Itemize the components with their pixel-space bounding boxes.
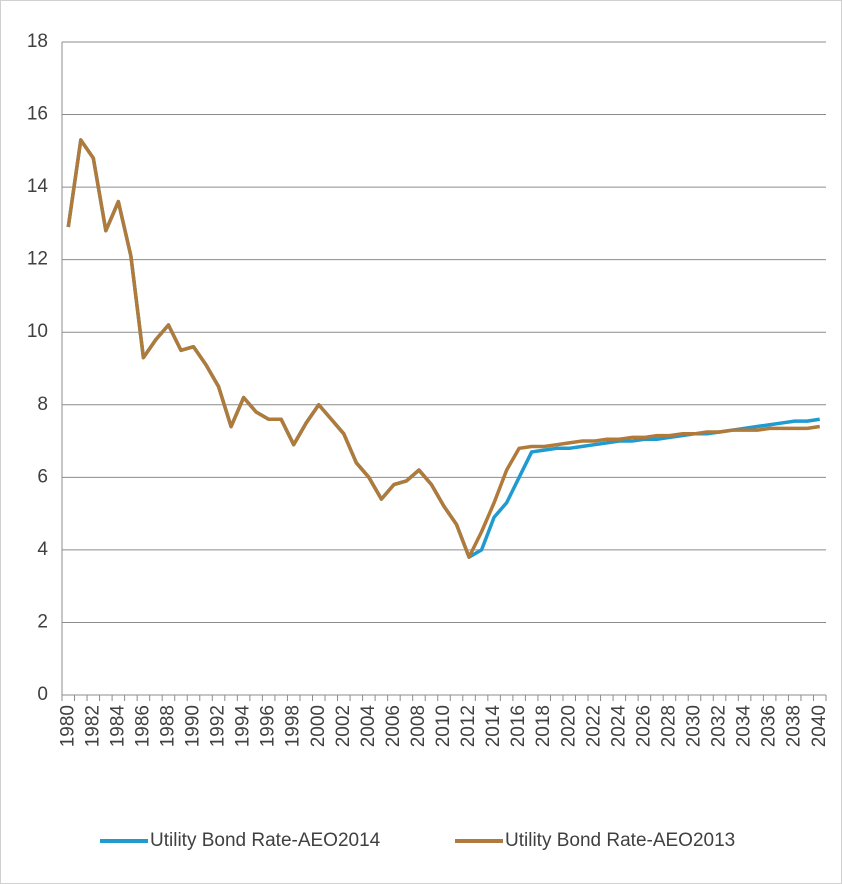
x-tick-label: 2000	[308, 705, 329, 747]
y-tick-label: 12	[27, 249, 48, 270]
x-tick-label: 2036	[759, 705, 780, 747]
x-tick-label: 1988	[157, 705, 178, 747]
y-tick-label: 18	[27, 31, 48, 52]
x-tick-label: 1982	[82, 705, 103, 747]
x-tick-label: 2018	[533, 705, 554, 747]
y-tick-label: 10	[27, 321, 48, 342]
y-tick-label: 4	[37, 539, 48, 560]
x-tick-label: 1986	[132, 705, 153, 747]
x-tick-label: 2028	[658, 705, 679, 747]
x-tick-label: 2010	[433, 705, 454, 747]
x-tick-label: 1998	[283, 705, 304, 747]
x-tick-label: 1996	[258, 705, 279, 747]
y-tick-label: 16	[27, 104, 48, 125]
x-tick-label: 2012	[458, 705, 479, 747]
x-tick-label: 2016	[508, 705, 529, 747]
legend-label: Utility Bond Rate-AEO2013	[505, 830, 735, 851]
x-tick-label: 2002	[333, 705, 354, 747]
x-tick-label: 2030	[684, 705, 705, 747]
x-tick-label: 2040	[809, 705, 830, 747]
x-tick-label: 2022	[583, 705, 604, 747]
y-tick-label: 6	[37, 466, 48, 487]
x-tick-label: 2014	[483, 705, 504, 748]
x-tick-label: 1992	[208, 705, 229, 747]
y-tick-label: 8	[37, 394, 48, 415]
legend-label: Utility Bond Rate-AEO2014	[150, 830, 381, 851]
x-tick-label: 2024	[608, 705, 629, 748]
x-tick-label: 2008	[408, 705, 429, 747]
x-tick-label: 2004	[358, 705, 379, 748]
y-tick-label: 2	[37, 611, 48, 632]
x-tick-label: 1990	[183, 705, 204, 747]
y-tick-label: 0	[37, 684, 48, 705]
x-tick-label: 2026	[633, 705, 654, 747]
x-tick-label: 2032	[709, 705, 730, 747]
x-tick-label: 1994	[233, 705, 254, 748]
x-tick-label: 2020	[558, 705, 579, 747]
series-line	[66, 138, 820, 559]
x-tick-label: 2034	[734, 705, 755, 748]
x-tick-label: 2006	[383, 705, 404, 747]
y-tick-label: 14	[27, 176, 49, 197]
x-tick-label: 1984	[107, 705, 128, 748]
x-tick-label: 2038	[784, 705, 805, 747]
x-tick-label: 1980	[57, 705, 78, 747]
